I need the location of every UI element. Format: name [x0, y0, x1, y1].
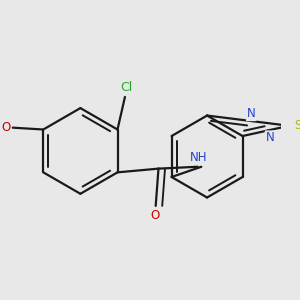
Text: NH: NH: [190, 151, 207, 164]
Text: S: S: [294, 119, 300, 132]
Text: Cl: Cl: [120, 81, 132, 94]
Text: N: N: [247, 107, 256, 120]
Text: N: N: [266, 131, 274, 144]
Text: O: O: [2, 121, 11, 134]
Text: O: O: [150, 209, 159, 222]
